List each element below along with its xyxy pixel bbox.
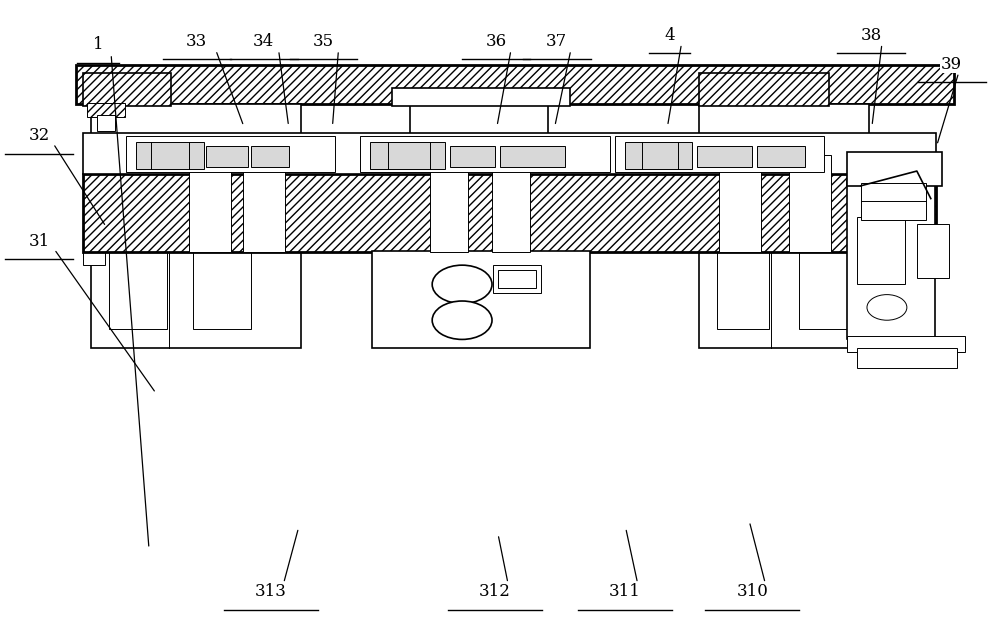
Bar (83, 190, 105, 265)
Bar (625, 142, 692, 169)
Circle shape (432, 301, 492, 340)
Bar (87, 102, 125, 116)
Bar (492, 155, 530, 252)
Bar (372, 251, 590, 349)
Bar (360, 136, 610, 172)
Text: 34: 34 (253, 33, 274, 50)
Bar (450, 146, 495, 167)
Bar (206, 146, 248, 167)
Bar (719, 155, 761, 252)
Text: 313: 313 (255, 583, 287, 600)
Bar (717, 172, 769, 329)
Text: 1: 1 (93, 37, 103, 53)
Bar (847, 336, 965, 352)
Bar (193, 172, 251, 329)
Text: 39: 39 (941, 56, 962, 73)
Bar (83, 174, 936, 252)
Text: 310: 310 (736, 583, 768, 600)
Bar (91, 104, 301, 349)
Bar (699, 73, 829, 106)
Bar (857, 217, 905, 284)
Bar (500, 146, 565, 167)
Text: 311: 311 (609, 583, 641, 600)
Bar (615, 136, 824, 172)
Bar (97, 115, 115, 131)
Bar (757, 146, 805, 167)
Bar (861, 183, 926, 221)
Bar (109, 172, 167, 329)
Bar (430, 155, 468, 252)
Bar (370, 142, 445, 169)
Bar (789, 155, 831, 252)
Text: 36: 36 (485, 33, 507, 50)
Text: 312: 312 (479, 583, 511, 600)
Text: 38: 38 (860, 27, 882, 44)
Text: 37: 37 (546, 33, 567, 50)
Bar (493, 264, 541, 293)
Text: 35: 35 (313, 33, 334, 50)
Bar (189, 155, 231, 252)
Bar (126, 136, 335, 172)
Circle shape (867, 294, 907, 320)
Text: 31: 31 (29, 233, 50, 250)
Text: 4: 4 (664, 27, 675, 44)
Bar (917, 224, 949, 278)
Bar (498, 270, 536, 288)
Circle shape (432, 265, 492, 303)
Bar (847, 152, 942, 186)
Bar (83, 73, 171, 106)
Bar (76, 66, 954, 104)
Bar (392, 89, 570, 106)
Bar (699, 104, 869, 349)
Bar (243, 155, 285, 252)
Bar (799, 172, 851, 329)
Text: 33: 33 (186, 33, 207, 50)
Bar (847, 181, 935, 340)
Bar (410, 104, 548, 336)
Bar (251, 146, 289, 167)
Bar (857, 349, 957, 368)
Text: 32: 32 (29, 127, 50, 144)
Bar (136, 142, 204, 169)
Bar (83, 132, 936, 174)
Bar (697, 146, 752, 167)
